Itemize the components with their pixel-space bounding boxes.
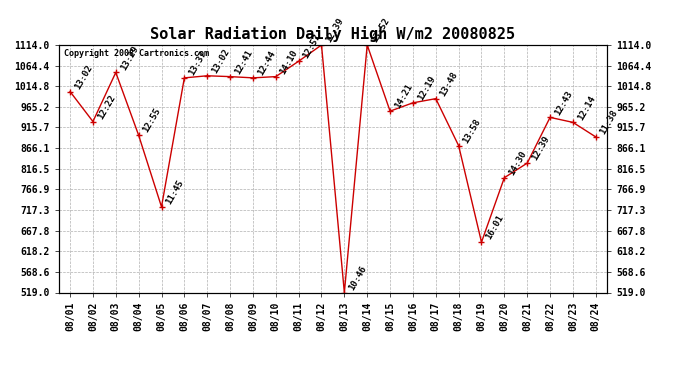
Text: 11:45: 11:45 [164,178,186,206]
Text: 12:41: 12:41 [233,48,254,76]
Text: 14:30: 14:30 [507,149,529,177]
Text: 13:02: 13:02 [73,63,94,91]
Text: 10:46: 10:46 [347,264,368,292]
Text: 13:02: 13:02 [210,47,231,75]
Text: 12:39: 12:39 [530,135,551,162]
Text: 13:37: 13:37 [187,49,208,77]
Text: 12:57: 12:57 [302,33,323,60]
Text: 14:10: 14:10 [279,48,299,76]
Text: 12:14: 12:14 [575,94,597,122]
Text: 13:52: 13:52 [370,16,391,44]
Text: 13:48: 13:48 [439,70,460,98]
Text: 12:19: 12:19 [415,74,437,102]
Text: 12:43: 12:43 [553,89,574,117]
Text: 12:44: 12:44 [256,49,277,77]
Text: 12:22: 12:22 [96,93,117,121]
Text: Copyright 2008 Cartronics.com: Copyright 2008 Cartronics.com [64,49,209,58]
Text: 12:55: 12:55 [141,107,163,135]
Text: 12:39: 12:39 [324,16,346,44]
Title: Solar Radiation Daily High W/m2 20080825: Solar Radiation Daily High W/m2 20080825 [150,27,515,42]
Text: 13:58: 13:58 [462,117,482,145]
Text: 16:01: 16:01 [484,214,506,242]
Text: 11:38: 11:38 [598,108,620,136]
Text: 14:21: 14:21 [393,82,414,110]
Text: 13:29: 13:29 [119,44,140,72]
